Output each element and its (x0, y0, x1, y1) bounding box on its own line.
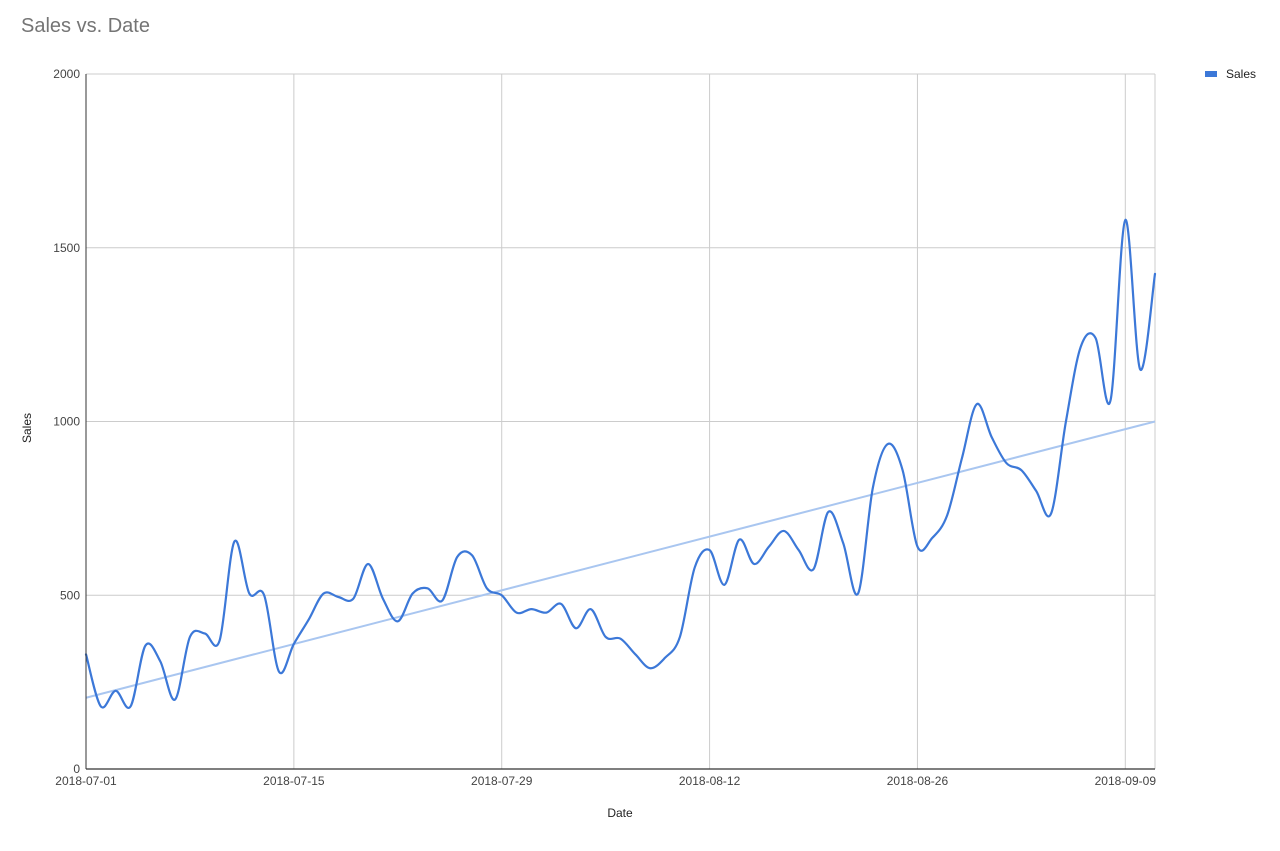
y-tick-label: 1500 (53, 241, 80, 255)
x-tick-label: 2018-07-15 (263, 774, 325, 788)
trendline (85, 420, 1156, 699)
axes (85, 74, 1155, 770)
legend-label-sales: Sales (1226, 67, 1256, 81)
chart-title: Sales vs. Date (21, 15, 150, 37)
gridlines (85, 73, 1156, 769)
x-tick-label: 2018-09-09 (1095, 774, 1157, 788)
y-axis-title: Sales (20, 413, 34, 443)
x-tick-label: 2018-07-29 (471, 774, 533, 788)
x-tick-label: 2018-08-26 (887, 774, 949, 788)
legend[interactable]: Sales (1205, 67, 1256, 81)
y-tick-label: 1000 (53, 415, 80, 429)
y-tick-label: 500 (60, 588, 80, 602)
y-tick-label: 0 (73, 762, 80, 776)
legend-swatch-sales (1205, 71, 1217, 77)
series-line-sales (84, 218, 1157, 710)
x-axis-title: Date (607, 806, 633, 820)
tick-labels: 0 500 1000 1500 2000 2018-07-01 2018-07-15 2018… (53, 67, 1156, 788)
y-tick-label: 2000 (53, 67, 80, 81)
series-group (84, 218, 1157, 710)
x-tick-label: 2018-07-01 (55, 774, 117, 788)
x-tick-label: 2018-08-12 (679, 774, 741, 788)
trendline-group (85, 420, 1156, 699)
